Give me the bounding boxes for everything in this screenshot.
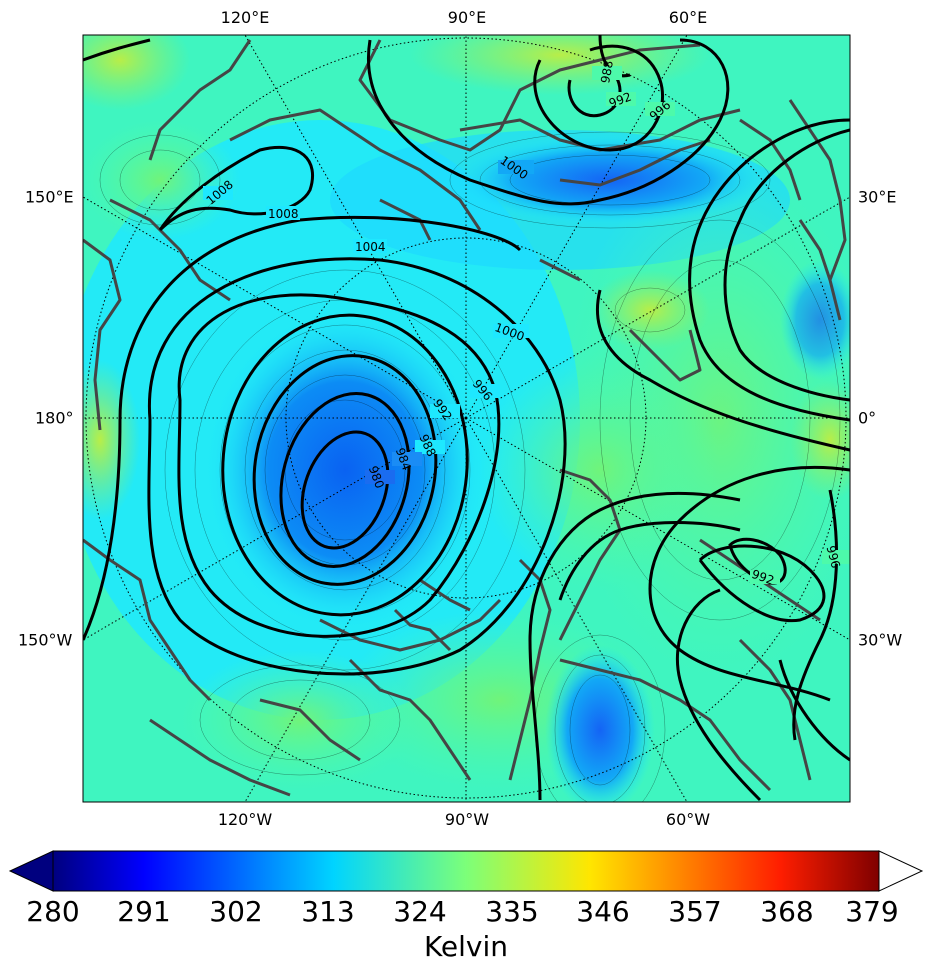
colorbar-tick: 302 <box>209 895 263 928</box>
lat-label-left: 150°W <box>18 630 73 650</box>
isobar-label: 1004 <box>355 240 386 254</box>
pressure-isobars <box>83 35 850 802</box>
colorbar-gradient <box>52 850 880 892</box>
map-frame <box>82 34 851 803</box>
colorbar-tick: 379 <box>845 895 899 928</box>
isobar-label: 996 <box>823 544 842 570</box>
lat-label-left: 150°E <box>25 187 74 207</box>
colorbar-tick: 280 <box>26 895 80 928</box>
lon-label-top: 90°E <box>447 8 487 27</box>
lon-label-top: 60°E <box>668 8 708 27</box>
colorbar-tick: 335 <box>485 895 539 928</box>
colorbar-tick: 368 <box>760 895 814 928</box>
colorbar-min-extension <box>8 850 54 892</box>
colorbar-tick: 291 <box>117 895 171 928</box>
colorbar-max-extension <box>878 850 924 892</box>
lon-label-bottom: 120°W <box>217 810 273 829</box>
colorbar <box>8 850 924 892</box>
lon-label-bottom: 90°W <box>444 810 490 829</box>
coastlines <box>83 39 847 797</box>
colorbar-tick: 313 <box>301 895 355 928</box>
lon-label-bottom: 60°W <box>665 810 711 829</box>
isobar-label: 1008 <box>268 207 299 221</box>
colorbar-unit-label: Kelvin <box>423 930 509 963</box>
colorbar-tick: 346 <box>576 895 630 928</box>
lat-label-right: 30°W <box>858 630 903 650</box>
map-panel: 1008 1008 1004 1000 996 992 988 984 980 … <box>83 35 850 802</box>
lat-label-right: 30°E <box>858 187 897 207</box>
isobar-label: 988 <box>598 59 616 84</box>
lon-label-top: 120°E <box>220 8 270 27</box>
lat-label-right: 0° <box>858 408 877 428</box>
colorbar-tick: 324 <box>393 895 447 928</box>
lat-label-left: 180° <box>35 408 74 428</box>
colorbar-tick: 357 <box>668 895 722 928</box>
